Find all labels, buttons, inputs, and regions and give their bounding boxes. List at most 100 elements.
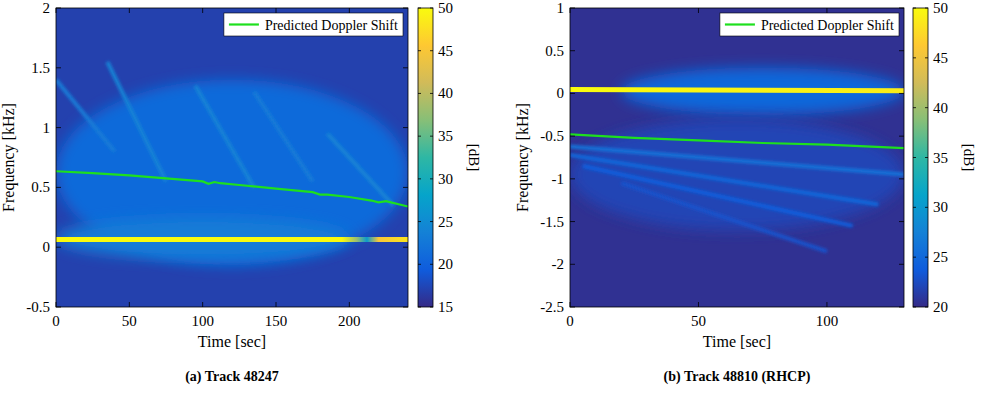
colorbar-tick-label: 45 bbox=[933, 50, 948, 66]
panel-title: (a) Track 48247 bbox=[185, 369, 279, 385]
y-tick-label: 1.5 bbox=[31, 60, 50, 76]
y-tick-label: -1 bbox=[552, 171, 565, 187]
streak bbox=[107, 62, 166, 182]
y-tick bbox=[56, 307, 61, 308]
y-tick bbox=[56, 187, 61, 188]
colorbar-label: [dB] bbox=[961, 144, 977, 172]
colorbar-tick bbox=[430, 136, 433, 137]
frame bbox=[56, 8, 408, 307]
x-tick bbox=[202, 8, 203, 13]
x-tick bbox=[202, 302, 203, 307]
x-tick-label: 50 bbox=[122, 313, 137, 329]
y-tick-label: 1 bbox=[557, 0, 565, 16]
colorbar-tick bbox=[913, 157, 916, 158]
x-tick bbox=[826, 302, 827, 307]
y-axis-title: Frequency [kHz] bbox=[0, 103, 18, 212]
colorbar-tick bbox=[430, 221, 433, 222]
y-tick-label: -2 bbox=[552, 256, 565, 272]
legend-swatch bbox=[229, 23, 259, 25]
colorbar bbox=[913, 8, 928, 307]
x-tick-label: 100 bbox=[816, 313, 839, 329]
y-tick bbox=[570, 221, 575, 222]
y-tick bbox=[56, 247, 61, 248]
x-tick-label: 200 bbox=[338, 313, 361, 329]
colorbar-tick-label: 15 bbox=[438, 299, 453, 315]
streak bbox=[570, 146, 904, 174]
x-tick bbox=[698, 302, 699, 307]
carrier-line bbox=[570, 90, 904, 91]
colorbar-tick bbox=[913, 257, 916, 258]
x-tick bbox=[56, 8, 57, 13]
x-tick-label: 0 bbox=[52, 313, 60, 329]
x-tick-label: 100 bbox=[191, 313, 214, 329]
y-tick bbox=[403, 187, 408, 188]
colorbar-tick bbox=[430, 93, 433, 94]
x-tick bbox=[826, 8, 827, 13]
y-tick bbox=[403, 67, 408, 68]
plot-area bbox=[570, 8, 904, 307]
colorbar-tick-label: 20 bbox=[933, 299, 948, 315]
legend-label: Predicted Doppler Shift bbox=[265, 18, 398, 33]
legend: Predicted Doppler Shift bbox=[720, 13, 899, 36]
colorbar-label: [dB] bbox=[466, 144, 482, 172]
background bbox=[56, 8, 408, 307]
x-axis-title: Time [sec] bbox=[198, 333, 266, 350]
y-tick-label: -0.5 bbox=[26, 299, 50, 315]
y-tick-label: -2.5 bbox=[540, 299, 564, 315]
colorbar-tick bbox=[418, 307, 421, 308]
colorbar-tick bbox=[925, 157, 928, 158]
colorbar-tick bbox=[925, 8, 928, 9]
x-tick bbox=[698, 8, 699, 13]
colorbar-tick-label: 50 bbox=[438, 0, 453, 16]
y-tick-label: 0 bbox=[43, 239, 51, 255]
streak bbox=[621, 183, 827, 251]
y-tick-label: 0.5 bbox=[545, 43, 564, 59]
colorbar-tick-label: 45 bbox=[438, 43, 453, 59]
streak bbox=[195, 86, 254, 188]
panel-title: (b) Track 48810 (RHCP) bbox=[664, 369, 811, 385]
legend-swatch bbox=[725, 23, 755, 25]
x-tick bbox=[349, 302, 350, 307]
colorbar-tick bbox=[913, 107, 916, 108]
colorbar-tick-label: 20 bbox=[438, 256, 453, 272]
colorbar-tick bbox=[925, 57, 928, 58]
y-tick-label: 0.5 bbox=[31, 179, 50, 195]
carrier-glow bbox=[56, 234, 408, 244]
x-tick bbox=[129, 8, 130, 13]
colorbar-tick bbox=[430, 307, 433, 308]
x-tick bbox=[570, 8, 571, 13]
streak bbox=[254, 92, 313, 182]
y-tick bbox=[899, 221, 904, 222]
x-tick bbox=[276, 302, 277, 307]
x-tick-label: 150 bbox=[265, 313, 288, 329]
y-tick bbox=[899, 136, 904, 137]
figure: 050100150200-0.500.511.52Time [sec]Frequ… bbox=[0, 0, 983, 396]
colorbar-tick-label: 30 bbox=[438, 171, 453, 187]
y-tick bbox=[570, 8, 575, 9]
colorbar-tick bbox=[418, 264, 421, 265]
haze-region bbox=[570, 119, 904, 230]
colorbar-tick bbox=[925, 307, 928, 308]
x-tick bbox=[129, 302, 130, 307]
colorbar-tick bbox=[418, 178, 421, 179]
y-tick-label: 1 bbox=[43, 120, 51, 136]
y-tick bbox=[570, 50, 575, 51]
x-tick-label: 50 bbox=[691, 313, 706, 329]
y-tick bbox=[899, 8, 904, 9]
plot-area bbox=[56, 8, 408, 307]
colorbar-tick-label: 50 bbox=[933, 0, 948, 16]
y-tick bbox=[56, 8, 61, 9]
y-tick bbox=[899, 50, 904, 51]
y-tick bbox=[56, 67, 61, 68]
doppler-line bbox=[56, 171, 408, 206]
legend-box bbox=[720, 13, 899, 36]
colorbar-tick-label: 40 bbox=[933, 100, 948, 116]
y-tick bbox=[570, 93, 575, 94]
x-tick bbox=[56, 302, 57, 307]
colorbar-tick bbox=[430, 264, 433, 265]
y-tick-label: 0 bbox=[557, 85, 565, 101]
y-tick-label: 2 bbox=[43, 0, 51, 16]
colorbar-tick bbox=[418, 93, 421, 94]
y-axis-title: Frequency [kHz] bbox=[514, 103, 532, 212]
colorbar-tick-label: 40 bbox=[438, 85, 453, 101]
